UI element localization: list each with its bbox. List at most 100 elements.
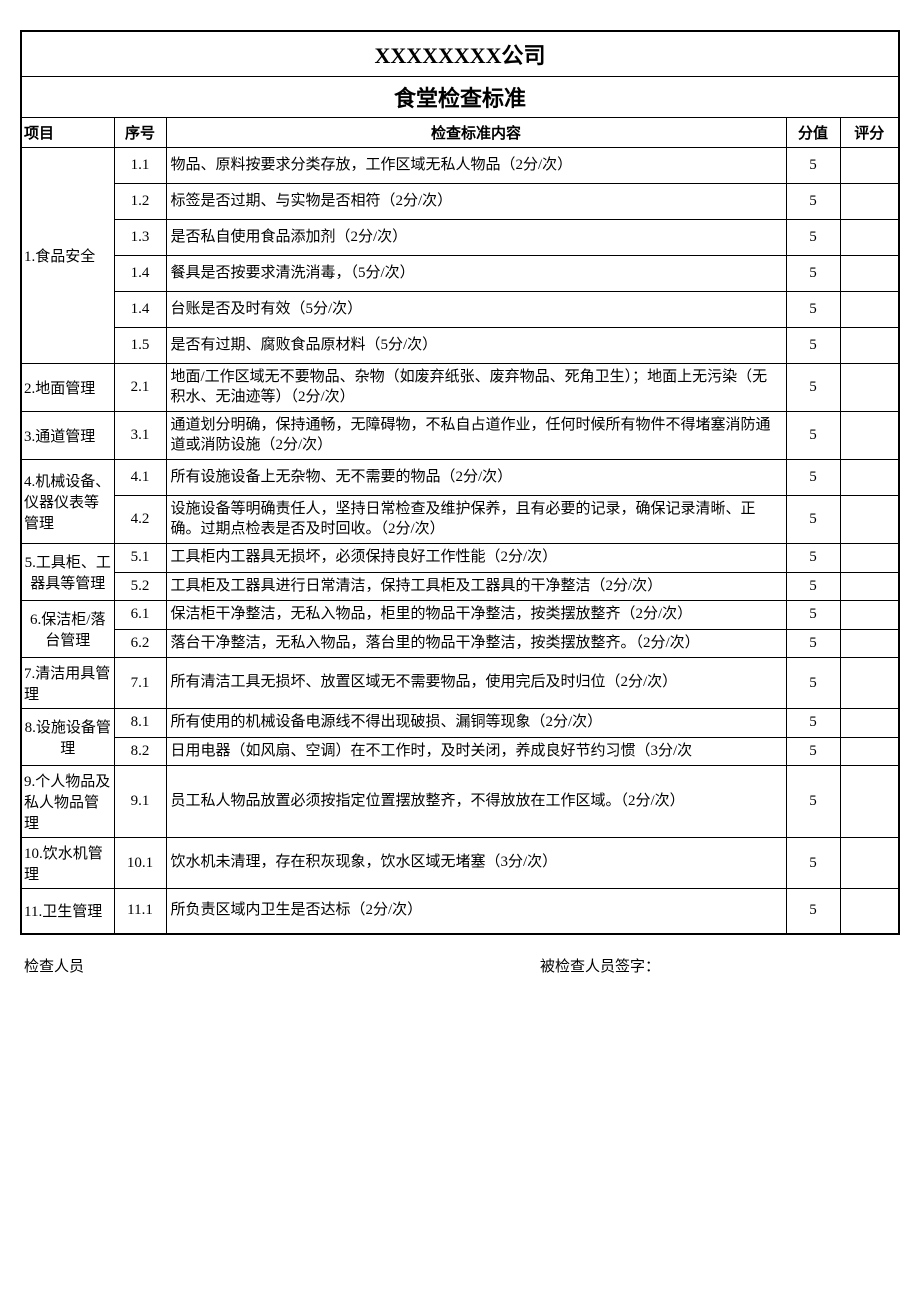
company-title: XXXXXXXX公司 (22, 32, 898, 77)
category-cell: 8.设施设备管理 (22, 709, 114, 766)
table-row: 1.食品安全 1.1 物品、原料按要求分类存放，工作区域无私人物品（2分/次） … (22, 148, 898, 184)
num-cell: 1.2 (114, 184, 166, 220)
table-row: 4.机械设备、仪器仪表等管理 4.1 所有设施设备上无杂物、无不需要的物品（2分… (22, 460, 898, 496)
num-cell: 5.1 (114, 544, 166, 573)
score-cell: 5 (786, 256, 840, 292)
score-cell: 5 (786, 709, 840, 738)
footer: 检查人员 被检查人员签字： (20, 955, 900, 976)
table-row: 1.5 是否有过期、腐败食品原材料（5分/次） 5 (22, 328, 898, 364)
content-cell: 落台干净整洁，无私入物品，落台里的物品干净整洁，按类摆放整齐。（2分/次） (166, 629, 786, 658)
table-row: 8.2 日用电器（如风扇、空调）在不工作时，及时关闭，养成良好节约习惯（3分/次… (22, 737, 898, 766)
num-cell: 10.1 (114, 838, 166, 889)
header-category: 项目 (22, 118, 114, 148)
table-row: 3.通道管理 3.1 通道划分明确，保持通畅，无障碍物，不私自占道作业，任何时候… (22, 412, 898, 460)
rating-cell[interactable] (840, 412, 898, 460)
num-cell: 5.2 (114, 572, 166, 601)
rating-cell[interactable] (840, 601, 898, 630)
num-cell: 1.4 (114, 292, 166, 328)
rating-cell[interactable] (840, 838, 898, 889)
table-row: 6.保洁柜/落台管理 6.1 保洁柜干净整洁，无私入物品，柜里的物品干净整洁，按… (22, 601, 898, 630)
content-cell: 饮水机未清理，存在积灰现象，饮水区域无堵塞（3分/次） (166, 838, 786, 889)
rating-cell[interactable] (840, 256, 898, 292)
category-cell: 10.饮水机管理 (22, 838, 114, 889)
content-cell: 所有设施设备上无杂物、无不需要的物品（2分/次） (166, 460, 786, 496)
rating-cell[interactable] (840, 658, 898, 709)
rating-cell[interactable] (840, 460, 898, 496)
table-row: 9.个人物品及私人物品管理 9.1 员工私人物品放置必须按指定位置摆放整齐，不得… (22, 766, 898, 838)
rating-cell[interactable] (840, 364, 898, 412)
header-rating: 评分 (840, 118, 898, 148)
num-cell: 1.1 (114, 148, 166, 184)
rating-cell[interactable] (840, 737, 898, 766)
num-cell: 1.4 (114, 256, 166, 292)
content-cell: 工具柜内工器具无损坏，必须保持良好工作性能（2分/次） (166, 544, 786, 573)
table-row: 1.2 标签是否过期、与实物是否相符（2分/次） 5 (22, 184, 898, 220)
score-cell: 5 (786, 496, 840, 544)
rating-cell[interactable] (840, 328, 898, 364)
category-cell: 11.卫生管理 (22, 889, 114, 933)
num-cell: 1.3 (114, 220, 166, 256)
rating-cell[interactable] (840, 148, 898, 184)
num-cell: 11.1 (114, 889, 166, 933)
score-cell: 5 (786, 184, 840, 220)
table-row: 10.饮水机管理 10.1 饮水机未清理，存在积灰现象，饮水区域无堵塞（3分/次… (22, 838, 898, 889)
content-cell: 物品、原料按要求分类存放，工作区域无私人物品（2分/次） (166, 148, 786, 184)
num-cell: 9.1 (114, 766, 166, 838)
rating-cell[interactable] (840, 220, 898, 256)
rating-cell[interactable] (840, 709, 898, 738)
table-row: 2.地面管理 2.1 地面/工作区域无不要物品、杂物（如废弃纸张、废弃物品、死角… (22, 364, 898, 412)
num-cell: 8.2 (114, 737, 166, 766)
rating-cell[interactable] (840, 889, 898, 933)
score-cell: 5 (786, 292, 840, 328)
table-row: 11.卫生管理 11.1 所负责区域内卫生是否达标（2分/次） 5 (22, 889, 898, 933)
content-cell: 设施设备等明确责任人，坚持日常检查及维护保养，且有必要的记录，确保记录清晰、正确… (166, 496, 786, 544)
score-cell: 5 (786, 544, 840, 573)
score-cell: 5 (786, 572, 840, 601)
score-cell: 5 (786, 737, 840, 766)
category-cell: 4.机械设备、仪器仪表等管理 (22, 460, 114, 544)
document-subtitle: 食堂检查标准 (22, 77, 898, 118)
rating-cell[interactable] (840, 766, 898, 838)
num-cell: 4.1 (114, 460, 166, 496)
table-row: 4.2 设施设备等明确责任人，坚持日常检查及维护保养，且有必要的记录，确保记录清… (22, 496, 898, 544)
score-cell: 5 (786, 364, 840, 412)
inspector-label: 检查人员 (24, 955, 380, 976)
content-cell: 餐具是否按要求清洗消毒，（5分/次） (166, 256, 786, 292)
num-cell: 7.1 (114, 658, 166, 709)
table-row: 1.3 是否私自使用食品添加剂（2分/次） 5 (22, 220, 898, 256)
score-cell: 5 (786, 148, 840, 184)
category-cell: 6.保洁柜/落台管理 (22, 601, 114, 658)
content-cell: 员工私人物品放置必须按指定位置摆放整齐，不得放放在工作区域。（2分/次） (166, 766, 786, 838)
rating-cell[interactable] (840, 544, 898, 573)
table-row: 1.4 餐具是否按要求清洗消毒，（5分/次） 5 (22, 256, 898, 292)
content-cell: 台账是否及时有效（5分/次） (166, 292, 786, 328)
table-header-row: 项目 序号 检查标准内容 分值 评分 (22, 118, 898, 148)
table-row: 5.工具柜、工器具等管理 5.1 工具柜内工器具无损坏，必须保持良好工作性能（2… (22, 544, 898, 573)
num-cell: 3.1 (114, 412, 166, 460)
table-row: 5.2 工具柜及工器具进行日常清洁，保持工具柜及工器具的干净整洁（2分/次） 5 (22, 572, 898, 601)
rating-cell[interactable] (840, 496, 898, 544)
rating-cell[interactable] (840, 572, 898, 601)
content-cell: 日用电器（如风扇、空调）在不工作时，及时关闭，养成良好节约习惯（3分/次 (166, 737, 786, 766)
content-cell: 所有清洁工具无损坏、放置区域无不需要物品，使用完后及时归位（2分/次） (166, 658, 786, 709)
category-cell: 7.清洁用具管理 (22, 658, 114, 709)
category-cell: 1.食品安全 (22, 148, 114, 364)
category-cell: 5.工具柜、工器具等管理 (22, 544, 114, 601)
num-cell: 2.1 (114, 364, 166, 412)
category-cell: 2.地面管理 (22, 364, 114, 412)
content-cell: 保洁柜干净整洁，无私入物品，柜里的物品干净整洁，按类摆放整齐（2分/次） (166, 601, 786, 630)
num-cell: 8.1 (114, 709, 166, 738)
content-cell: 所负责区域内卫生是否达标（2分/次） (166, 889, 786, 933)
score-cell: 5 (786, 412, 840, 460)
score-cell: 5 (786, 658, 840, 709)
rating-cell[interactable] (840, 184, 898, 220)
content-cell: 工具柜及工器具进行日常清洁，保持工具柜及工器具的干净整洁（2分/次） (166, 572, 786, 601)
rating-cell[interactable] (840, 292, 898, 328)
document-frame: XXXXXXXX公司 食堂检查标准 项目 序号 检查标准内容 分值 评分 1.食… (20, 30, 900, 935)
rating-cell[interactable] (840, 629, 898, 658)
table-row: 1.4 台账是否及时有效（5分/次） 5 (22, 292, 898, 328)
signee-label: 被检查人员签字： (380, 955, 896, 976)
content-cell: 通道划分明确，保持通畅，无障碍物，不私自占道作业，任何时候所有物件不得堵塞消防通… (166, 412, 786, 460)
score-cell: 5 (786, 328, 840, 364)
inspection-table: 项目 序号 检查标准内容 分值 评分 1.食品安全 1.1 物品、原料按要求分类… (22, 118, 898, 933)
